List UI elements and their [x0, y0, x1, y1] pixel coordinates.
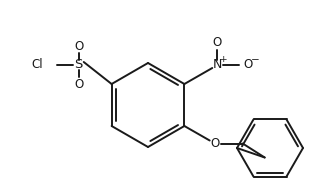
Text: O: O: [213, 36, 222, 48]
Text: O: O: [74, 40, 83, 53]
Text: O: O: [74, 77, 83, 90]
Text: Cl: Cl: [31, 59, 43, 72]
Text: +: +: [219, 55, 227, 64]
Text: O: O: [244, 59, 253, 72]
Text: N: N: [213, 59, 222, 72]
Text: −: −: [251, 55, 260, 65]
Text: S: S: [75, 59, 83, 72]
Text: O: O: [210, 137, 219, 150]
